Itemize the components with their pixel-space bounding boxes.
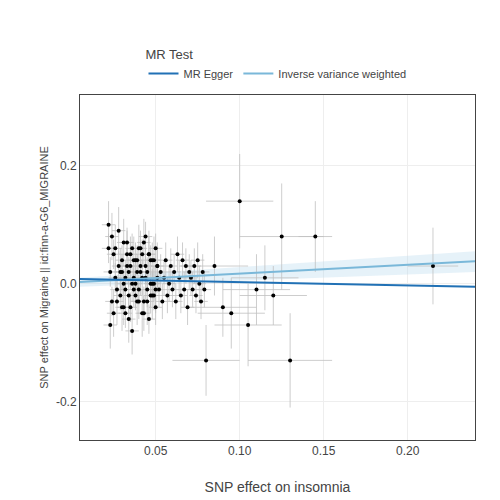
svg-text:-0.2: -0.2 — [56, 395, 77, 409]
svg-text:0.2: 0.2 — [60, 159, 77, 173]
svg-text:0.20: 0.20 — [396, 444, 420, 458]
svg-text:Inverse variance weighted: Inverse variance weighted — [278, 68, 406, 80]
svg-text:0.10: 0.10 — [228, 444, 252, 458]
svg-text:SNP effect on Migraine || id:f: SNP effect on Migraine || id:finn-a-G6_M… — [38, 146, 50, 389]
svg-text:0.05: 0.05 — [144, 444, 168, 458]
svg-text:0.15: 0.15 — [312, 444, 336, 458]
svg-text:MR Egger: MR Egger — [184, 68, 234, 80]
svg-text:SNP effect on insomnia: SNP effect on insomnia — [205, 479, 351, 495]
svg-text:0.0: 0.0 — [60, 277, 77, 291]
svg-text:MR Test: MR Test — [146, 47, 194, 62]
